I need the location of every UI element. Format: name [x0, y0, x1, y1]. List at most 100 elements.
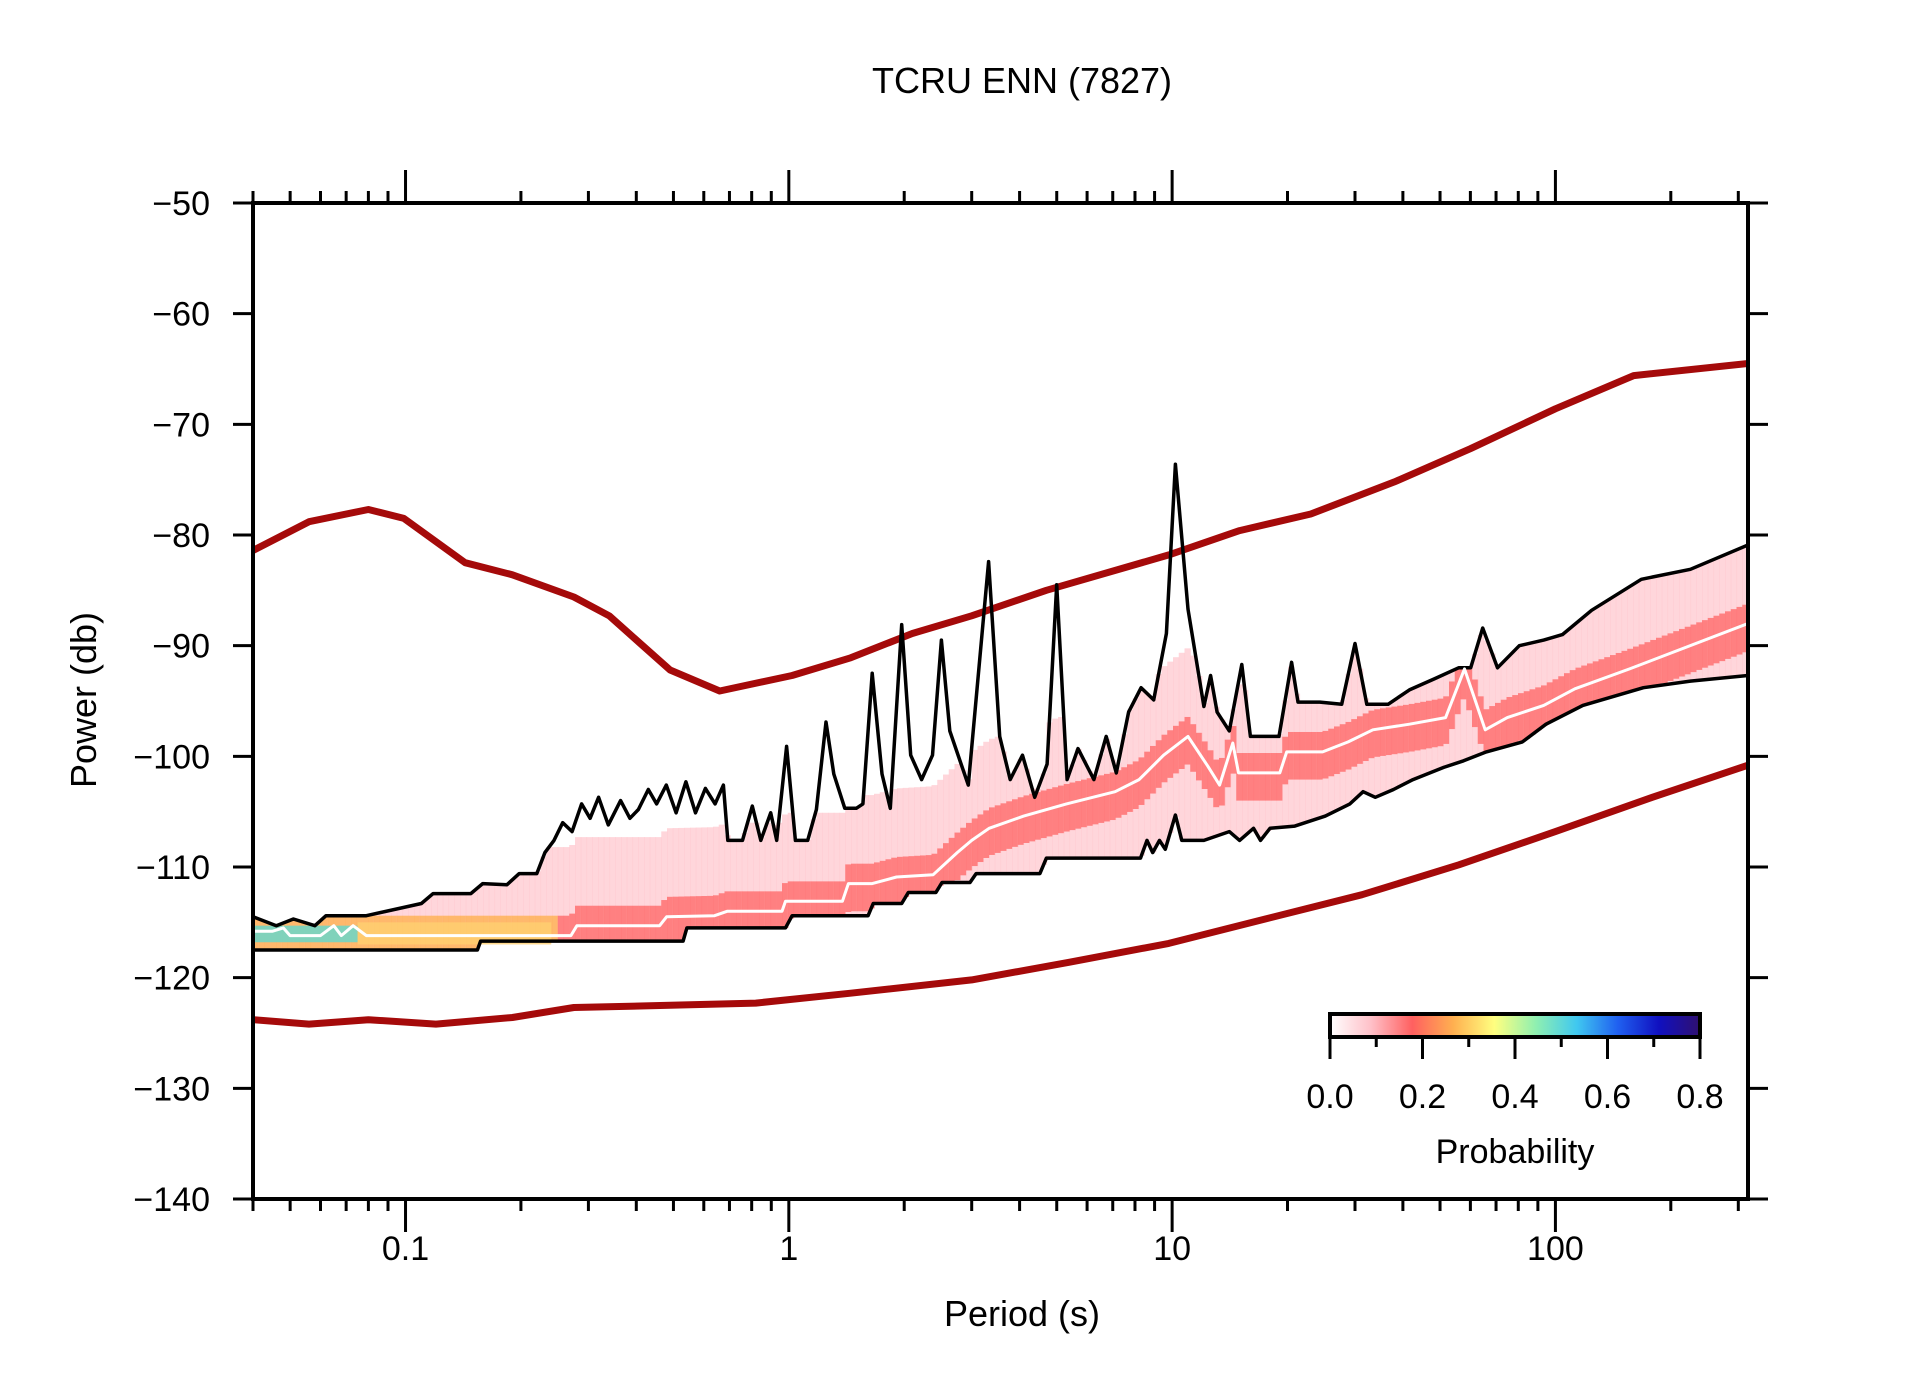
- pdf-cell: [1581, 616, 1588, 706]
- pdf-cell: [885, 859, 892, 904]
- pdf-cell: [1299, 731, 1306, 780]
- pdf-cell: [1006, 801, 1013, 849]
- pdf-cell: [580, 837, 588, 942]
- pdf-cell: [1385, 707, 1393, 756]
- pdf-cell: [713, 895, 720, 928]
- pdf-cell: [833, 812, 841, 916]
- pdf-cell: [678, 896, 685, 942]
- pdf-cell: [1270, 753, 1278, 801]
- pdf-cell: [1541, 640, 1548, 726]
- pdf-cell: [701, 896, 708, 928]
- pdf-cell: [701, 827, 708, 928]
- pdf-cell: [1460, 667, 1467, 700]
- pdf-cell: [569, 913, 576, 942]
- pdf-cell: [1529, 642, 1536, 735]
- pdf-cell: [1397, 705, 1404, 754]
- x-axis-label: Period (s): [944, 1293, 1100, 1334]
- pdf-cell: [1138, 757, 1145, 805]
- colorbar-tick-label: 0.8: [1676, 1078, 1723, 1116]
- pdf-cell: [776, 822, 783, 928]
- pdf-cell: [1035, 792, 1042, 840]
- pdf-cell: [776, 891, 783, 928]
- y-tick-label: −130: [133, 1070, 210, 1108]
- colorbar-tick-label: 0.2: [1399, 1078, 1446, 1116]
- pdf-cell: [730, 891, 737, 928]
- pdf-cell: [862, 863, 869, 912]
- pdf-cell: [1357, 716, 1364, 764]
- pdf-cell: [1466, 667, 1473, 759]
- pdf-cell: [1098, 775, 1105, 823]
- pdf-cell: [1420, 701, 1427, 750]
- pdf-cell: [621, 905, 628, 942]
- pdf-cell: [552, 847, 559, 942]
- pdf-cell: [856, 863, 864, 912]
- pdf-cell: [1638, 579, 1646, 689]
- pdf-cell: [506, 883, 513, 942]
- pdf-cell: [1247, 753, 1255, 801]
- pdf-cell: [626, 837, 634, 942]
- pdf-cell: [575, 905, 582, 942]
- pdf-cell: [1328, 728, 1335, 777]
- pdf-cell: [1523, 691, 1531, 739]
- pdf-cell: [690, 827, 697, 928]
- pdf-cell: [948, 837, 956, 883]
- pdf-cell: [989, 807, 996, 855]
- pdf-cell: [862, 795, 869, 916]
- pdf-cell: [603, 905, 611, 942]
- pdf-cell: [598, 837, 605, 942]
- pdf-cell: [1449, 681, 1456, 730]
- pdf-cell: [1316, 731, 1324, 780]
- series-nhnm: [253, 360, 1748, 695]
- pdf-cell: [966, 822, 973, 871]
- pdf-cell: [1604, 600, 1611, 699]
- x-tick-label: 1: [779, 1230, 798, 1268]
- pdf-cell: [971, 749, 979, 876]
- pdf-cell: [1155, 740, 1163, 788]
- pdf-cell: [1288, 731, 1295, 780]
- pdf-cell: [960, 769, 967, 883]
- pdf-cell: [793, 881, 800, 916]
- pdf-cell: [874, 793, 881, 904]
- pdf-cell: [1702, 620, 1709, 668]
- pdf-cell: [1029, 793, 1036, 842]
- chart-title: TCRU ENN (7827): [872, 60, 1172, 101]
- pdf-cell: [1638, 644, 1646, 689]
- pdf-cell: [540, 856, 547, 942]
- pdf-cell: [1253, 753, 1260, 801]
- pdf-cell: [741, 891, 749, 928]
- pdf-cell: [1236, 753, 1243, 801]
- pdf-cell: [1150, 745, 1157, 794]
- pdf-cell: [908, 856, 915, 893]
- pdf-cell: [1707, 617, 1715, 666]
- pdf-cell: [592, 905, 599, 942]
- pdf-cell: [609, 905, 616, 942]
- pdf-cell: [1673, 631, 1680, 679]
- pdf-cell: [753, 822, 760, 928]
- pdf-cell: [575, 837, 582, 942]
- pdf-cell: [1380, 708, 1387, 756]
- pdf-cell: [1460, 667, 1467, 761]
- pdf-cell: [1374, 709, 1381, 757]
- pdf-cell: [1092, 776, 1099, 825]
- pdf-cell: [1535, 641, 1542, 731]
- colorbar-tick-label: 0.6: [1584, 1078, 1631, 1116]
- pdf-cell: [805, 839, 812, 916]
- pdf-cell: [730, 840, 737, 928]
- pdf-cell: [759, 837, 766, 928]
- pdf-cell: [1408, 703, 1416, 752]
- pdf-cell: [1144, 751, 1151, 800]
- pdf-cell: [816, 812, 823, 916]
- pdf-cell: [1178, 721, 1186, 769]
- pdf-cell: [747, 822, 754, 928]
- pdf-cell: [644, 837, 651, 942]
- pdf-cell: [1167, 730, 1174, 778]
- pdf-cell: [1081, 779, 1088, 828]
- pdf-cell: [500, 884, 507, 942]
- pdf-cell: [891, 857, 898, 904]
- y-tick-label: −60: [152, 296, 210, 334]
- pdf-cell: [1362, 713, 1370, 762]
- pdf-cell: [891, 789, 898, 904]
- y-tick-label: −90: [152, 628, 210, 666]
- pdf-cell: [833, 881, 841, 916]
- pdf-cell: [1322, 730, 1329, 779]
